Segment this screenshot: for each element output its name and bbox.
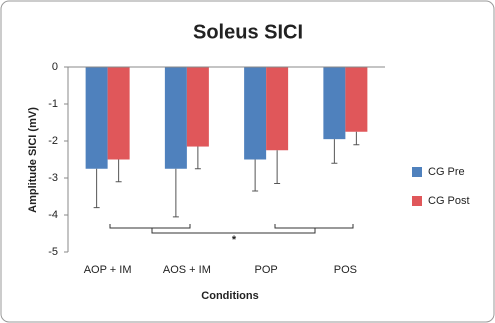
y-tick-label: -3 (48, 172, 58, 184)
bar (85, 67, 108, 169)
x-tick-label: POP (255, 264, 278, 276)
error-bar (172, 168, 179, 218)
bar (345, 67, 368, 132)
legend-label: CG Pre (428, 166, 465, 178)
x-tick-label: POS (334, 264, 357, 276)
bar (323, 67, 346, 140)
error-bar (353, 131, 360, 146)
error-bar (252, 159, 259, 192)
legend-label: CG Post (428, 195, 470, 207)
y-tick-label: -5 (48, 246, 58, 258)
y-axis-title: Amplitude SICI (mV) (27, 107, 39, 213)
annotation: * (232, 234, 237, 246)
bar (107, 67, 130, 160)
chart-title: Soleus SICI (193, 21, 303, 43)
bar (186, 67, 209, 147)
error-bar (194, 146, 201, 170)
x-axis-title: Conditions (201, 290, 258, 302)
y-tick-label: -4 (48, 209, 58, 221)
y-tick-label: -1 (48, 98, 58, 110)
error-bar (115, 159, 122, 183)
x-tick-label: AOP + IM (84, 264, 132, 276)
y-tick-label: 0 (52, 61, 58, 73)
bar (164, 67, 187, 169)
bar (266, 67, 289, 151)
error-bar (331, 139, 338, 164)
legend-swatch (412, 167, 422, 177)
legend-swatch (412, 196, 422, 206)
x-tick-label: AOS + IM (163, 264, 211, 276)
y-tick-label: -2 (48, 135, 58, 147)
error-bar (274, 150, 281, 185)
error-bar (93, 168, 100, 209)
significance-brackets (109, 224, 354, 234)
bar (244, 67, 267, 160)
